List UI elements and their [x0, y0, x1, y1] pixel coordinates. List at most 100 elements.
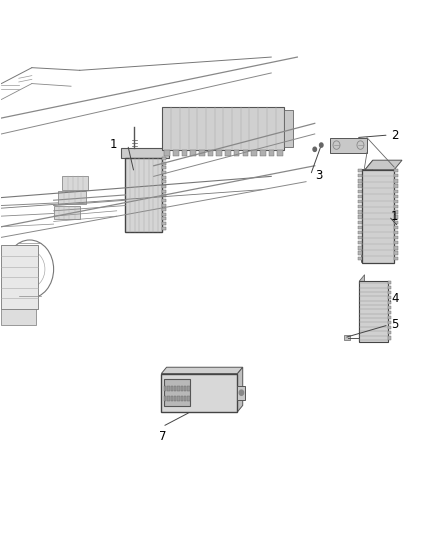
Text: 3: 3 — [315, 169, 322, 182]
Bar — [358, 210, 361, 214]
Bar — [170, 395, 173, 401]
Bar — [225, 150, 231, 156]
Text: 1: 1 — [109, 138, 117, 151]
Bar — [394, 246, 398, 249]
Bar — [162, 108, 284, 150]
Bar — [358, 190, 361, 193]
Bar — [388, 301, 391, 304]
Bar — [394, 179, 398, 183]
Bar — [251, 150, 257, 156]
Bar — [173, 150, 179, 156]
Bar — [394, 236, 398, 239]
Text: 4: 4 — [391, 292, 399, 305]
Bar — [182, 150, 187, 156]
Bar — [358, 184, 361, 188]
Circle shape — [320, 143, 323, 147]
Text: 7: 7 — [159, 430, 166, 443]
Bar — [394, 174, 398, 177]
Bar — [177, 386, 180, 391]
Bar — [358, 221, 361, 224]
Bar — [162, 227, 166, 230]
Bar — [187, 386, 190, 391]
Bar — [162, 199, 166, 202]
Bar — [361, 169, 394, 263]
Bar — [388, 332, 391, 334]
Bar — [162, 190, 166, 192]
Bar — [394, 221, 398, 224]
Bar — [199, 150, 205, 156]
Bar — [394, 256, 398, 260]
Bar — [162, 157, 166, 160]
Bar — [208, 150, 213, 156]
Bar — [164, 150, 170, 156]
Bar — [394, 200, 398, 203]
Bar — [359, 281, 388, 342]
Bar — [162, 204, 166, 206]
Bar — [170, 386, 173, 391]
Bar — [358, 246, 361, 249]
Bar — [162, 161, 166, 165]
Bar — [167, 386, 170, 391]
Bar — [174, 395, 176, 401]
Bar — [1, 309, 36, 325]
Bar — [284, 110, 293, 147]
Bar — [388, 306, 391, 309]
Bar — [180, 386, 183, 391]
Bar — [162, 213, 166, 216]
Text: 5: 5 — [391, 318, 398, 332]
Bar — [358, 200, 361, 203]
Bar — [358, 215, 361, 219]
Bar — [394, 184, 398, 188]
Bar — [58, 191, 86, 204]
Bar — [394, 231, 398, 234]
Bar — [163, 379, 190, 407]
Bar — [174, 386, 176, 391]
Bar — [394, 210, 398, 214]
Bar — [358, 179, 361, 183]
Bar — [125, 158, 162, 232]
Bar — [388, 296, 391, 299]
Bar — [162, 185, 166, 188]
Bar — [162, 176, 166, 179]
Text: 2: 2 — [391, 128, 399, 141]
Circle shape — [313, 147, 317, 151]
Bar — [190, 150, 196, 156]
Bar — [121, 148, 169, 158]
Bar — [268, 150, 274, 156]
Bar — [394, 225, 398, 229]
Bar — [162, 222, 166, 225]
Bar — [162, 194, 166, 197]
Bar — [388, 336, 391, 340]
Bar — [344, 335, 350, 341]
Bar — [358, 195, 361, 198]
Bar — [358, 236, 361, 239]
Bar — [164, 386, 166, 391]
Bar — [162, 171, 166, 174]
Bar — [358, 225, 361, 229]
Bar — [388, 286, 391, 289]
Bar — [260, 150, 265, 156]
Polygon shape — [359, 274, 364, 342]
Bar — [394, 169, 398, 172]
Bar — [184, 395, 186, 401]
Bar — [167, 395, 170, 401]
Bar — [388, 290, 391, 294]
Bar — [330, 138, 367, 152]
Bar — [388, 326, 391, 329]
Bar — [394, 205, 398, 208]
Text: 1: 1 — [391, 209, 399, 223]
Bar — [394, 190, 398, 193]
Bar — [1, 245, 39, 309]
Bar — [243, 150, 248, 156]
Bar — [358, 241, 361, 245]
Bar — [358, 205, 361, 208]
Bar — [394, 241, 398, 245]
Bar — [162, 217, 166, 221]
Bar — [216, 150, 222, 156]
Bar — [162, 166, 166, 169]
Bar — [177, 395, 180, 401]
Bar — [164, 395, 166, 401]
Bar — [388, 280, 391, 284]
Bar — [237, 386, 245, 400]
Bar — [180, 395, 183, 401]
